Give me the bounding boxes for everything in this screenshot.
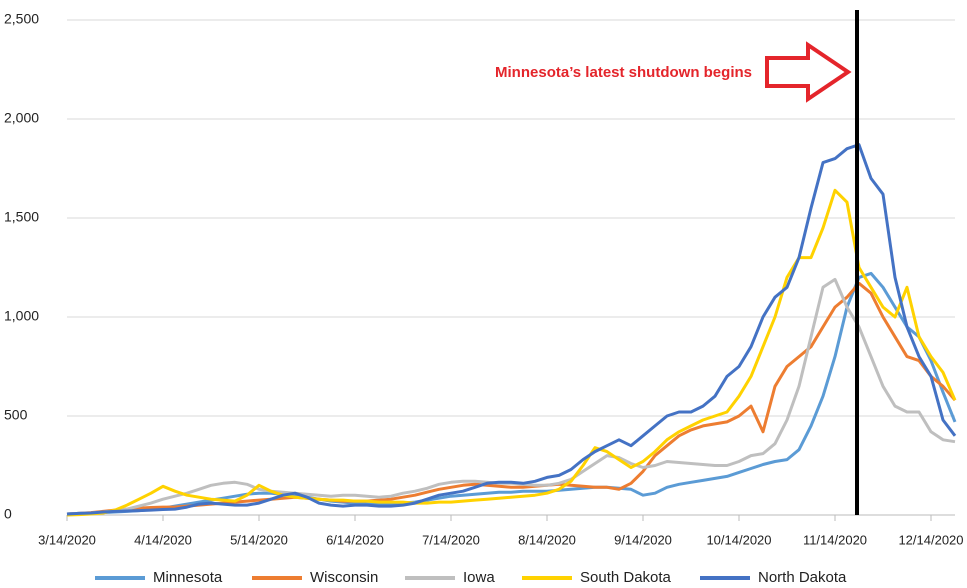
series-line [66, 271, 957, 516]
legend-label: South Dakota [580, 569, 672, 586]
legend-label: North Dakota [758, 569, 847, 586]
x-tick-label: 7/14/2020 [422, 532, 480, 547]
legend-label: Iowa [463, 569, 495, 586]
annotation: Minnesota’s latest shutdown begins [495, 64, 752, 81]
x-tick-label: 8/14/2020 [518, 532, 576, 547]
x-tick-label: 12/14/2020 [898, 532, 963, 547]
series-line [66, 188, 957, 517]
y-tick-label: 1,500 [4, 209, 39, 225]
x-tick-label: 9/14/2020 [614, 532, 672, 547]
legend-label: Wisconsin [310, 569, 378, 586]
arrow [765, 41, 852, 103]
y-tick-label: 2,000 [4, 110, 39, 126]
x-tick-label: 10/14/2020 [706, 532, 771, 547]
y-tick-label: 1,000 [4, 308, 39, 324]
y-tick-label: 0 [4, 506, 12, 522]
x-tick-label: 11/14/2020 [803, 532, 867, 547]
legend-label: Minnesota [153, 569, 223, 586]
x-tick-label: 5/14/2020 [230, 532, 288, 547]
y-tick-label: 500 [4, 407, 28, 423]
x-tick-label: 6/14/2020 [326, 532, 384, 547]
series-line [66, 143, 957, 516]
plot: 0 500 1,000 1,500 2,000 2,500 3/14/2020 4/14/20… [4, 11, 964, 586]
x-tick-label: 4/14/2020 [134, 532, 192, 547]
y-tick-label: 2,500 [4, 11, 39, 27]
x-tick-label: 3/14/2020 [38, 532, 96, 547]
